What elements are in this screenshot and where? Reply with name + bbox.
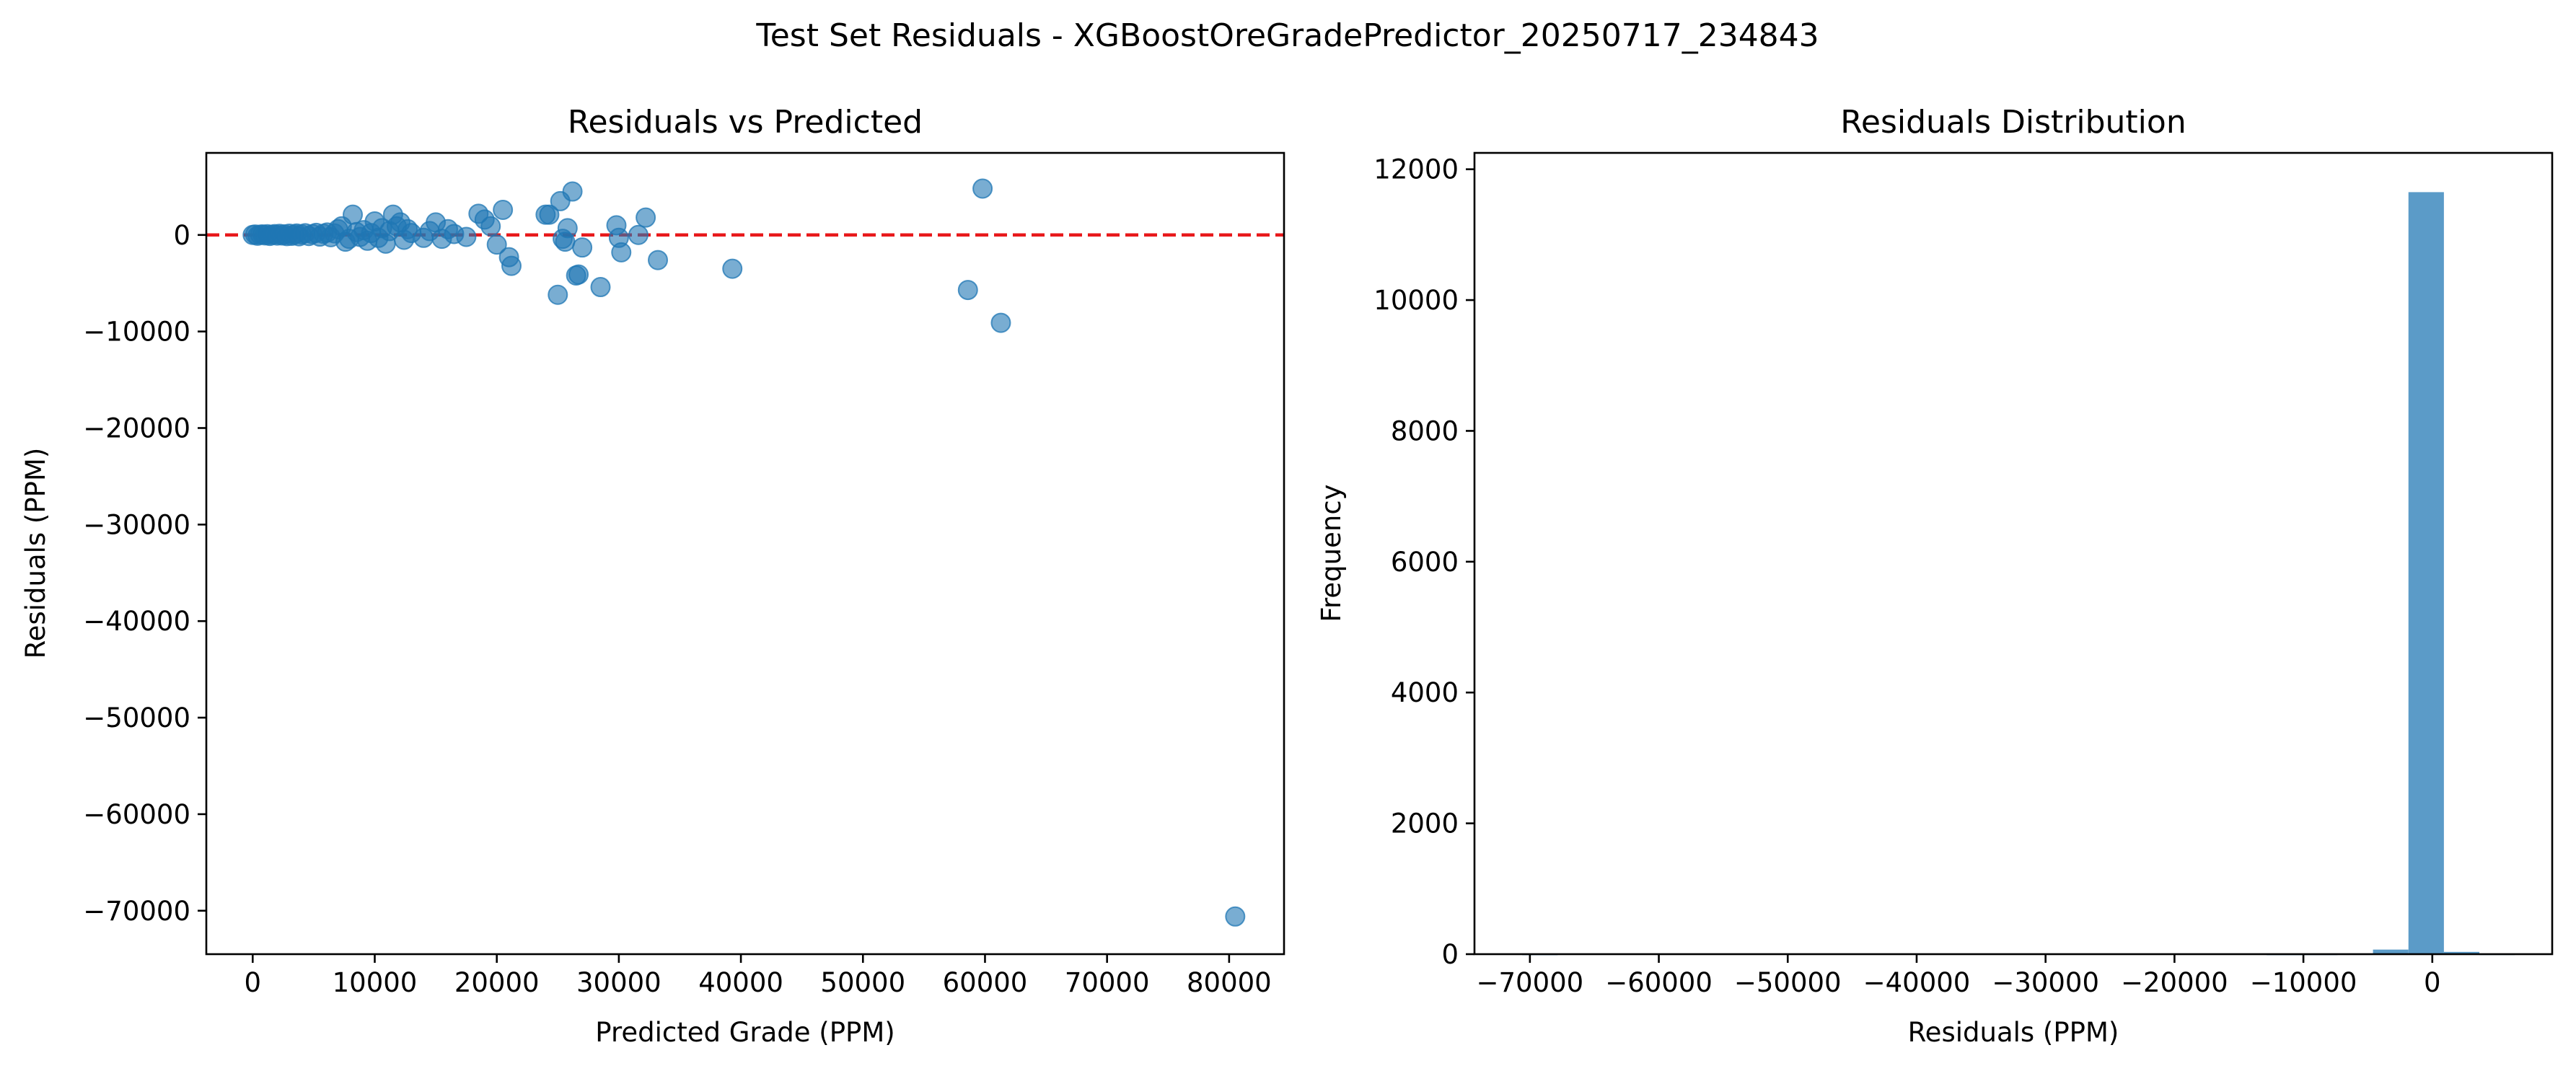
- y-tick-label: −30000: [83, 509, 190, 540]
- scatter-point: [648, 250, 669, 270]
- histogram-x-label: Residuals (PPM): [1908, 1017, 2119, 1048]
- scatter-title: Residuals vs Predicted: [568, 104, 923, 141]
- y-tick-label: −60000: [83, 799, 190, 830]
- x-tick-label: 30000: [576, 967, 661, 998]
- y-tick-label: 6000: [1391, 547, 1459, 578]
- scatter-point: [572, 237, 593, 258]
- scatter-point: [722, 258, 743, 279]
- x-tick-label: 80000: [1187, 967, 1272, 998]
- histogram-bar: [2373, 949, 2409, 954]
- x-tick-label: 70000: [1065, 967, 1150, 998]
- x-tick-label: −40000: [1863, 967, 1971, 998]
- scatter-point: [957, 280, 978, 301]
- x-tick-label: 0: [2424, 967, 2441, 998]
- y-tick-label: 0: [173, 220, 190, 251]
- x-tick-label: 60000: [943, 967, 1028, 998]
- y-tick-label: −40000: [83, 606, 190, 637]
- histogram-bar: [2408, 192, 2444, 955]
- histogram-y-label: Frequency: [1316, 484, 1347, 622]
- scatter-point: [990, 312, 1011, 333]
- y-tick-label: 2000: [1391, 808, 1459, 839]
- x-tick-label: −10000: [2250, 967, 2357, 998]
- scatter-points: [242, 178, 1246, 927]
- scatter-point: [562, 181, 583, 202]
- x-tick-label: −60000: [1605, 967, 1713, 998]
- scatter-point: [548, 284, 568, 305]
- scatter-x-ticks: 0 10000 20000 30000 40000 50000 60000 70000 8000…: [245, 954, 1272, 998]
- x-tick-label: 50000: [820, 967, 905, 998]
- scatter-point: [636, 207, 656, 228]
- x-tick-label: −20000: [2121, 967, 2228, 998]
- histogram-y-ticks: 0 2000 4000 6000 8000 10000 12000: [1373, 154, 1474, 970]
- scatter-point: [480, 216, 501, 237]
- x-tick-label: −30000: [1992, 967, 2099, 998]
- y-tick-label: 0: [1441, 939, 1459, 970]
- scatter-point: [486, 234, 507, 255]
- scatter-point: [590, 277, 611, 298]
- x-tick-label: −50000: [1734, 967, 1842, 998]
- y-tick-label: −10000: [83, 317, 190, 348]
- scatter-x-label: Predicted Grade (PPM): [595, 1017, 894, 1048]
- scatter-point: [1225, 906, 1246, 927]
- scatter-point: [501, 255, 522, 276]
- histogram-bar: [2443, 951, 2480, 954]
- histogram-x-ticks: −70000 −60000 −50000 −40000 −30000 −20000 −100…: [1476, 954, 2441, 998]
- scatter-point: [557, 218, 578, 239]
- scatter-point: [972, 178, 993, 199]
- x-tick-label: 20000: [454, 967, 540, 998]
- histogram-title: Residuals Distribution: [1840, 104, 2186, 141]
- y-tick-label: −70000: [83, 896, 190, 927]
- histogram-axes-frame: [1473, 151, 2554, 956]
- y-tick-label: 12000: [1373, 154, 1459, 185]
- scatter-axes-frame: [205, 151, 1285, 956]
- x-tick-label: 0: [245, 967, 262, 998]
- scatter-point: [539, 204, 560, 225]
- x-tick-label: 10000: [333, 967, 418, 998]
- histogram-bars: [1522, 192, 2515, 956]
- y-tick-label: −20000: [83, 413, 190, 444]
- scatter-point: [611, 242, 632, 263]
- scatter-y-ticks: 0 −10000 −20000 −30000 −40000 −50000 −60000 −70…: [83, 220, 206, 927]
- scatter-point: [456, 226, 477, 247]
- scatter-panel: Residuals vs Predicted 0 10000 20000 30000 4…: [20, 104, 1285, 1048]
- scatter-point: [628, 224, 649, 245]
- y-tick-label: −50000: [83, 702, 190, 733]
- x-tick-label: 40000: [698, 967, 783, 998]
- y-tick-label: 8000: [1391, 415, 1459, 446]
- y-tick-label: 10000: [1373, 285, 1459, 316]
- scatter-y-label: Residuals (PPM): [20, 448, 51, 659]
- y-tick-label: 4000: [1391, 677, 1459, 708]
- figure-title: Test Set Residuals - XGBoostOreGradePred…: [755, 17, 1819, 54]
- x-tick-label: −70000: [1476, 967, 1583, 998]
- scatter-point: [568, 264, 589, 285]
- histogram-panel: Residuals Distribution −70000 −60000 −5000…: [1316, 104, 2554, 1048]
- scatter-point: [493, 199, 514, 220]
